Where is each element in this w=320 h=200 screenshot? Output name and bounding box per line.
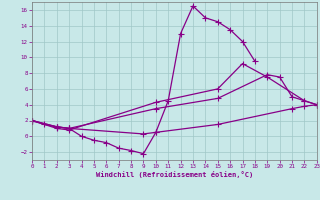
- X-axis label: Windchill (Refroidissement éolien,°C): Windchill (Refroidissement éolien,°C): [96, 171, 253, 178]
